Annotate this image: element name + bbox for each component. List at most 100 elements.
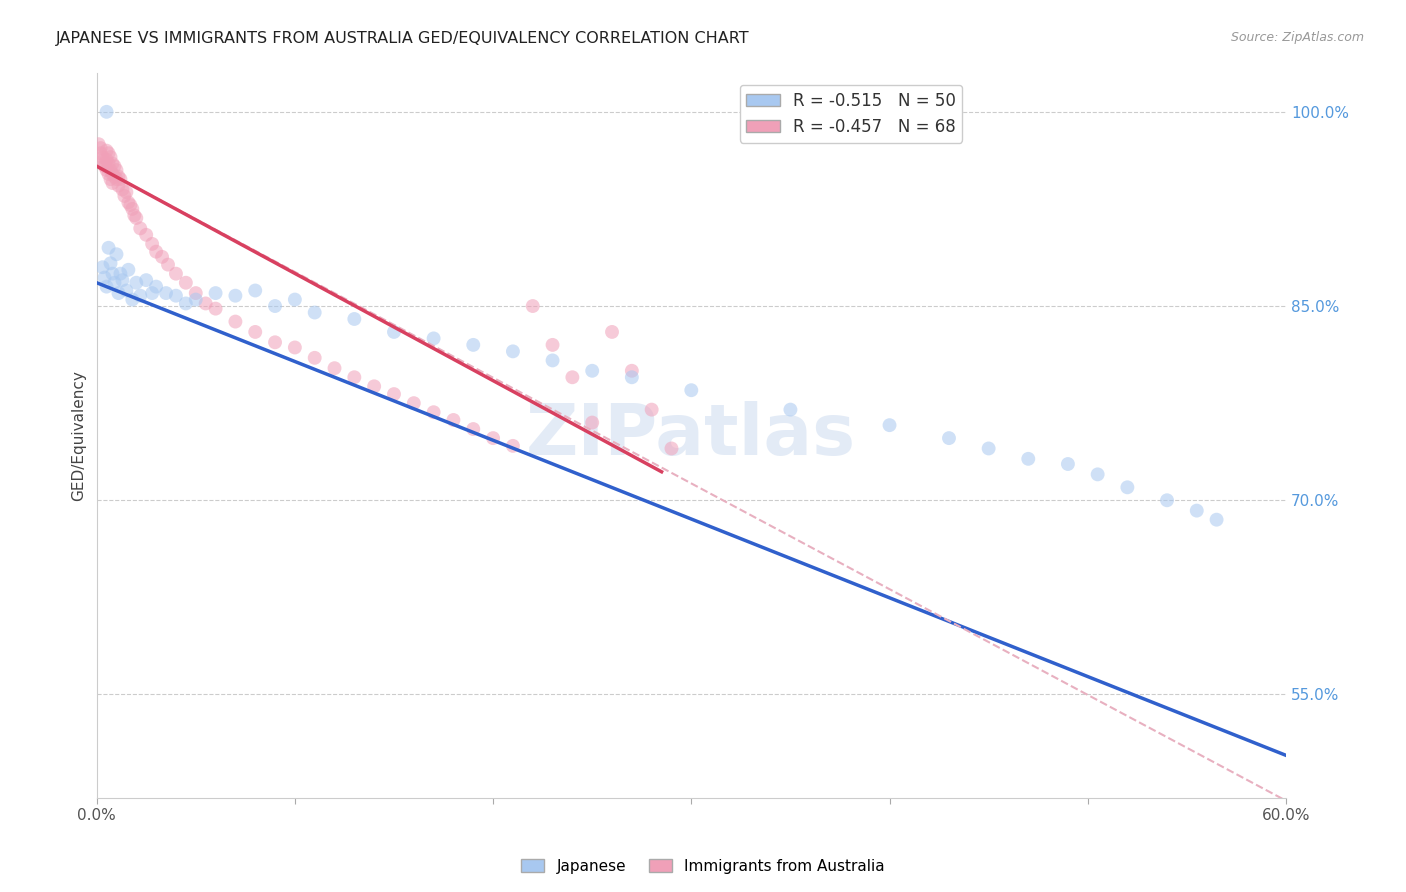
Point: [145, 279, 167, 293]
Point: [117, 195, 139, 210]
Point: [111, 182, 134, 196]
Point: [105, 172, 128, 186]
Point: [204, 286, 226, 301]
Point: [90, 146, 112, 161]
Point: [96, 104, 118, 119]
Point: [120, 198, 142, 212]
Point: [90, 141, 112, 155]
Point: [121, 202, 143, 216]
Point: [502, 344, 524, 359]
Point: [107, 286, 129, 301]
Point: [323, 361, 346, 376]
Point: [115, 284, 138, 298]
Point: [184, 286, 207, 301]
Point: [155, 286, 177, 301]
Point: [100, 256, 122, 270]
Point: [103, 276, 125, 290]
Point: [541, 338, 564, 352]
Point: [97, 167, 120, 181]
Point: [1205, 513, 1227, 527]
Point: [97, 146, 120, 161]
Point: [87, 137, 110, 152]
Point: [93, 270, 115, 285]
Point: [110, 267, 132, 281]
Point: [304, 305, 326, 319]
Point: [96, 279, 118, 293]
Point: [100, 172, 122, 186]
Point: [382, 325, 405, 339]
Point: [101, 267, 124, 281]
Point: [91, 150, 114, 164]
Point: [463, 422, 485, 436]
Point: [938, 431, 960, 445]
Point: [640, 402, 662, 417]
Point: [103, 169, 125, 184]
Point: [581, 364, 603, 378]
Point: [402, 396, 425, 410]
Point: [363, 379, 385, 393]
Point: [97, 156, 120, 170]
Point: [129, 221, 152, 235]
Point: [93, 156, 115, 170]
Point: [204, 301, 226, 316]
Point: [105, 163, 128, 178]
Point: [284, 293, 307, 307]
Point: [194, 296, 217, 310]
Point: [661, 442, 683, 456]
Point: [96, 144, 118, 158]
Point: [174, 276, 197, 290]
Point: [100, 163, 122, 178]
Point: [1087, 467, 1109, 482]
Text: JAPANESE VS IMMIGRANTS FROM AUSTRALIA GED/EQUIVALENCY CORRELATION CHART: JAPANESE VS IMMIGRANTS FROM AUSTRALIA GE…: [56, 31, 749, 46]
Point: [482, 431, 505, 445]
Y-axis label: GED/Equivalency: GED/Equivalency: [72, 370, 86, 501]
Point: [245, 284, 267, 298]
Point: [600, 325, 623, 339]
Point: [165, 288, 187, 302]
Point: [150, 250, 173, 264]
Point: [135, 273, 157, 287]
Point: [91, 260, 114, 275]
Point: [174, 296, 197, 310]
Point: [581, 416, 603, 430]
Point: [96, 163, 118, 178]
Point: [541, 353, 564, 368]
Point: [443, 413, 465, 427]
Point: [91, 154, 114, 169]
Point: [129, 288, 152, 302]
Point: [264, 335, 287, 350]
Point: [115, 185, 138, 199]
Point: [145, 244, 167, 259]
Point: [522, 299, 544, 313]
Text: Source: ZipAtlas.com: Source: ZipAtlas.com: [1230, 31, 1364, 45]
Point: [165, 267, 187, 281]
Point: [96, 153, 118, 167]
Point: [101, 167, 124, 181]
Point: [100, 150, 122, 164]
Point: [343, 370, 366, 384]
Point: [224, 288, 246, 302]
Point: [141, 286, 163, 301]
Point: [620, 370, 643, 384]
Point: [125, 276, 148, 290]
Point: [561, 370, 583, 384]
Point: [105, 247, 128, 261]
Point: [141, 236, 163, 251]
Point: [124, 208, 146, 222]
Point: [620, 364, 643, 378]
Point: [121, 293, 143, 307]
Point: [184, 293, 207, 307]
Point: [101, 176, 124, 190]
Point: [103, 159, 125, 173]
Point: [284, 341, 307, 355]
Text: ZIPatlas: ZIPatlas: [526, 401, 856, 470]
Point: [245, 325, 267, 339]
Point: [879, 418, 901, 433]
Point: [1156, 493, 1178, 508]
Point: [1017, 451, 1039, 466]
Point: [1116, 480, 1139, 494]
Point: [463, 338, 485, 352]
Point: [110, 172, 132, 186]
Point: [502, 439, 524, 453]
Point: [117, 262, 139, 277]
